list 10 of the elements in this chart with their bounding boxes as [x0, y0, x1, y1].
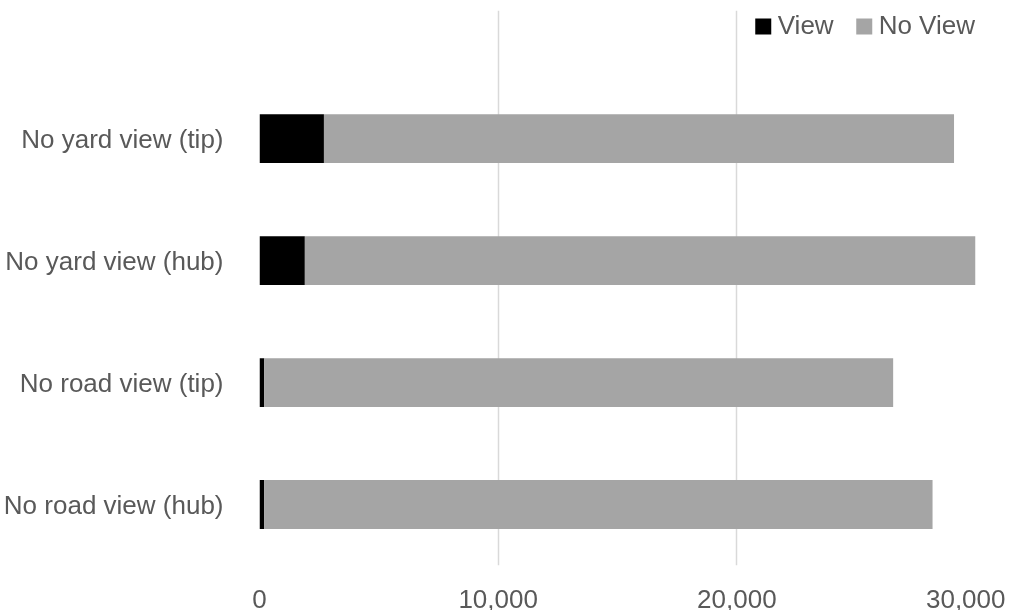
y-tick-label: No yard view (hub) [5, 245, 224, 276]
x-tick-label: 10,000 [458, 583, 538, 614]
legend-label: No View [878, 10, 975, 41]
x-tick-label: 20,000 [697, 583, 777, 614]
y-tick-label: No road view (hub) [3, 489, 224, 520]
legend-label: View [777, 10, 834, 41]
y-tick-label: No road view (tip) [19, 367, 224, 398]
x-tick-label: 30,000 [925, 583, 1006, 614]
y-tick-label: No yard view (tip) [21, 123, 224, 154]
x-tick-label: 0 [252, 583, 267, 614]
